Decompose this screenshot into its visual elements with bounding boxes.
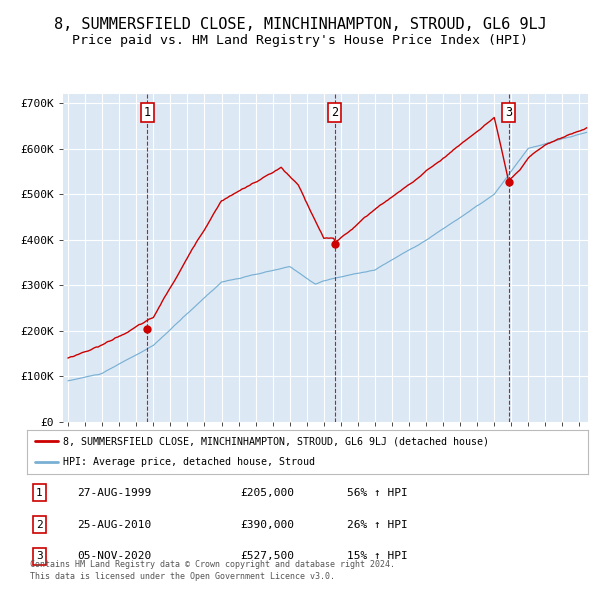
Text: £390,000: £390,000	[240, 520, 294, 529]
Text: 05-NOV-2020: 05-NOV-2020	[77, 552, 152, 561]
Text: 3: 3	[36, 552, 43, 561]
Text: £205,000: £205,000	[240, 488, 294, 497]
Text: 3: 3	[505, 106, 512, 119]
Text: Price paid vs. HM Land Registry's House Price Index (HPI): Price paid vs. HM Land Registry's House …	[72, 34, 528, 47]
Text: 1: 1	[144, 106, 151, 119]
Text: 2: 2	[331, 106, 338, 119]
Text: 1: 1	[36, 488, 43, 497]
Text: 8, SUMMERSFIELD CLOSE, MINCHINHAMPTON, STROUD, GL6 9LJ (detached house): 8, SUMMERSFIELD CLOSE, MINCHINHAMPTON, S…	[64, 437, 490, 447]
Text: 8, SUMMERSFIELD CLOSE, MINCHINHAMPTON, STROUD, GL6 9LJ: 8, SUMMERSFIELD CLOSE, MINCHINHAMPTON, S…	[53, 17, 547, 32]
Text: 56% ↑ HPI: 56% ↑ HPI	[347, 488, 407, 497]
Text: 26% ↑ HPI: 26% ↑ HPI	[347, 520, 407, 529]
Text: 25-AUG-2010: 25-AUG-2010	[77, 520, 152, 529]
Text: HPI: Average price, detached house, Stroud: HPI: Average price, detached house, Stro…	[64, 457, 316, 467]
Text: £527,500: £527,500	[240, 552, 294, 561]
Text: 27-AUG-1999: 27-AUG-1999	[77, 488, 152, 497]
Text: Contains HM Land Registry data © Crown copyright and database right 2024.
This d: Contains HM Land Registry data © Crown c…	[30, 560, 395, 581]
Text: 15% ↑ HPI: 15% ↑ HPI	[347, 552, 407, 561]
Text: 2: 2	[36, 520, 43, 529]
